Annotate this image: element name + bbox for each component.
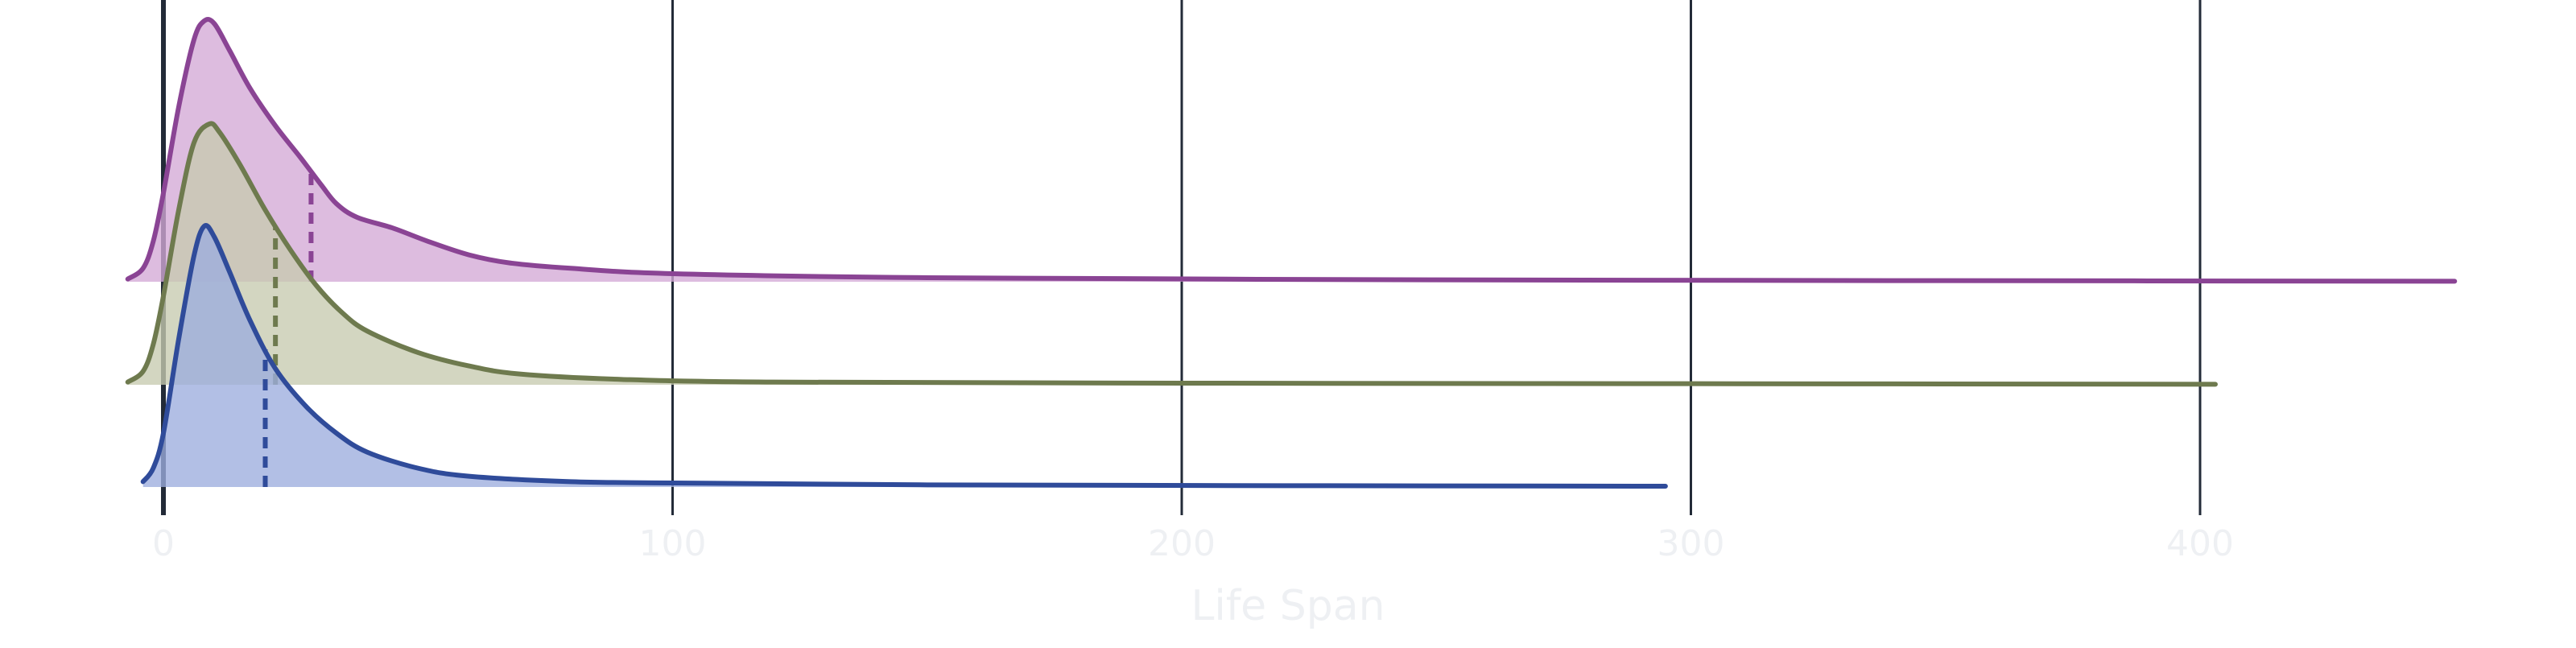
ridge-series-1 bbox=[125, 17, 2458, 284]
x-tick-label-300: 300 bbox=[1657, 523, 1725, 564]
ridge-area-2 bbox=[127, 123, 2215, 386]
x-tick-label-400: 400 bbox=[2166, 523, 2234, 564]
ridge-outline-2 bbox=[125, 121, 2218, 387]
ridge-series-3 bbox=[140, 223, 1668, 489]
tick-layer: 0 100 200 300 400 bbox=[152, 523, 2234, 564]
ridge-outline-1 bbox=[125, 17, 2458, 284]
ridge-layer bbox=[125, 17, 2458, 489]
x-tick-label-100: 100 bbox=[639, 523, 707, 564]
ridge-area-1 bbox=[127, 19, 2455, 283]
x-tick-label-200: 200 bbox=[1148, 523, 1216, 564]
ridge-outline-3 bbox=[140, 223, 1668, 489]
ridge-series-2 bbox=[125, 121, 2218, 387]
x-tick-label-0: 0 bbox=[152, 523, 175, 564]
x-axis-title: Life Span bbox=[1191, 582, 1385, 630]
ridge-area-3 bbox=[142, 225, 1666, 487]
